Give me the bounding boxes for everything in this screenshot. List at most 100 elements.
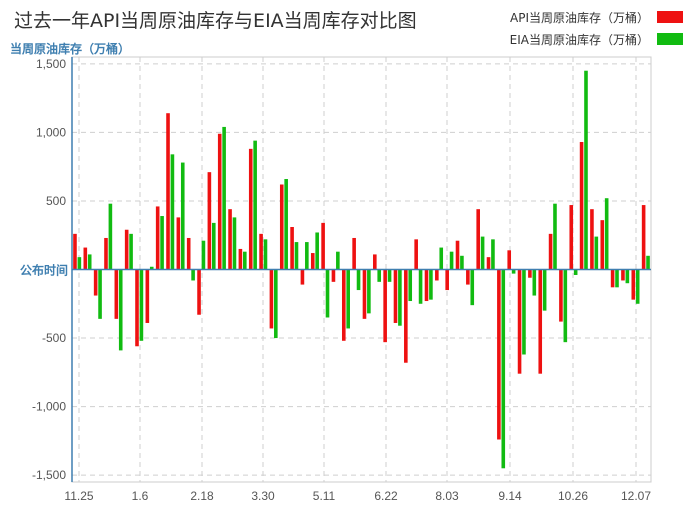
bar-api xyxy=(104,237,108,270)
bar-api xyxy=(248,148,253,270)
bar-api xyxy=(404,269,408,363)
bar-eia xyxy=(170,154,175,270)
x-tick-label: 1.6 xyxy=(132,489,149,503)
legend-swatch-eia xyxy=(657,33,683,45)
bar-eia xyxy=(201,240,206,270)
bar-api xyxy=(341,269,346,341)
bar-api xyxy=(228,209,232,270)
bar-api xyxy=(300,269,305,285)
bar-eia xyxy=(542,269,547,311)
bar-eia xyxy=(139,269,144,341)
bar-api xyxy=(569,205,574,270)
bar-eia xyxy=(449,251,454,270)
bar-api xyxy=(83,247,88,270)
bar-eia xyxy=(356,269,361,291)
bar-api xyxy=(269,269,274,329)
bar-api xyxy=(455,240,460,270)
bar-eia xyxy=(211,222,216,270)
bar-api xyxy=(114,269,119,319)
x-tick-label: 5.11 xyxy=(313,489,336,503)
legend: API当周原油库存（万桶） EIA当周原油库存（万桶） xyxy=(510,6,683,50)
bar-api xyxy=(435,269,439,281)
y-tick-label: -500 xyxy=(42,331,66,345)
bar-eia xyxy=(625,269,630,284)
bar-api xyxy=(466,269,470,285)
bar-eia xyxy=(77,257,82,270)
bar-api xyxy=(352,237,356,270)
bar-api xyxy=(166,113,170,270)
bar-eia xyxy=(604,198,609,270)
bar-api xyxy=(393,269,398,323)
bar-eia xyxy=(615,269,619,288)
bar-api xyxy=(279,184,284,270)
bar-api xyxy=(538,269,543,374)
legend-item-eia[interactable]: EIA当周原油库存（万桶） xyxy=(510,28,683,50)
y-tick-label: 500 xyxy=(46,194,66,208)
bar-eia xyxy=(408,269,413,302)
x-tick-label: 11.25 xyxy=(64,489,93,503)
bar-eia xyxy=(129,233,133,270)
bar-api xyxy=(362,269,367,319)
bar-eia xyxy=(336,251,340,270)
bar-api xyxy=(414,239,418,270)
bar-eia xyxy=(315,232,319,270)
bar-api xyxy=(641,205,646,270)
bar-eia xyxy=(222,126,226,270)
bar-api xyxy=(290,227,294,270)
bar-api xyxy=(321,222,325,270)
bar-eia xyxy=(470,269,475,306)
legend-item-api[interactable]: API当周原油库存（万桶） xyxy=(510,6,683,28)
bar-eia xyxy=(274,269,278,339)
bar-eia xyxy=(522,269,526,355)
bar-api xyxy=(445,269,449,291)
bar-api xyxy=(579,142,584,270)
bar-eia xyxy=(263,239,268,270)
bar-eia xyxy=(346,269,350,329)
bar-eia xyxy=(180,162,185,270)
x-tick-label: 8.03 xyxy=(435,489,459,503)
bar-api xyxy=(238,248,243,270)
bar-api xyxy=(93,269,98,296)
bar-eia xyxy=(232,217,237,270)
x-tick-label: 3.30 xyxy=(251,489,275,503)
bar-api xyxy=(476,209,480,270)
legend-label-eia: EIA当周原油库存（万桶） xyxy=(509,32,649,47)
bar-api xyxy=(176,217,181,270)
bar-eia xyxy=(387,269,392,282)
bar-api xyxy=(259,233,263,270)
bar-api xyxy=(621,269,625,281)
bar-eia xyxy=(305,242,309,270)
bar-eia xyxy=(253,140,257,270)
legend-swatch-api xyxy=(657,11,683,23)
bar-eia xyxy=(284,179,288,270)
bar-api xyxy=(310,253,315,270)
bar-eia xyxy=(460,255,464,270)
x-tick-label: 10.26 xyxy=(558,489,588,503)
bar-api xyxy=(331,269,336,282)
bar-api xyxy=(559,269,563,322)
bar-eia xyxy=(429,269,433,300)
y-tick-label: -1,000 xyxy=(32,400,66,414)
bar-eia xyxy=(367,269,371,314)
bar-eia xyxy=(480,236,485,270)
bar-eia xyxy=(584,70,588,270)
bar-eia xyxy=(87,254,92,270)
bar-api xyxy=(424,269,429,302)
bar-eia xyxy=(325,269,330,318)
bar-eia xyxy=(294,242,299,270)
x-tick-label: 12.07 xyxy=(621,489,651,503)
x-tick-label: 6.22 xyxy=(374,489,398,503)
bar-api xyxy=(590,209,594,270)
bar-eia xyxy=(191,269,195,281)
bar-eia xyxy=(646,255,650,270)
bar-eia xyxy=(563,269,568,343)
bar-eia xyxy=(118,269,123,351)
chart-title: 过去一年API当周原油库存与EIA当周库存对比图 xyxy=(14,10,417,32)
y-tick-label: 1,500 xyxy=(36,57,66,71)
bar-eia xyxy=(635,269,640,304)
bar-api xyxy=(155,206,160,270)
bar-eia xyxy=(98,269,102,319)
bar-api xyxy=(207,172,212,270)
bar-api xyxy=(186,237,191,270)
